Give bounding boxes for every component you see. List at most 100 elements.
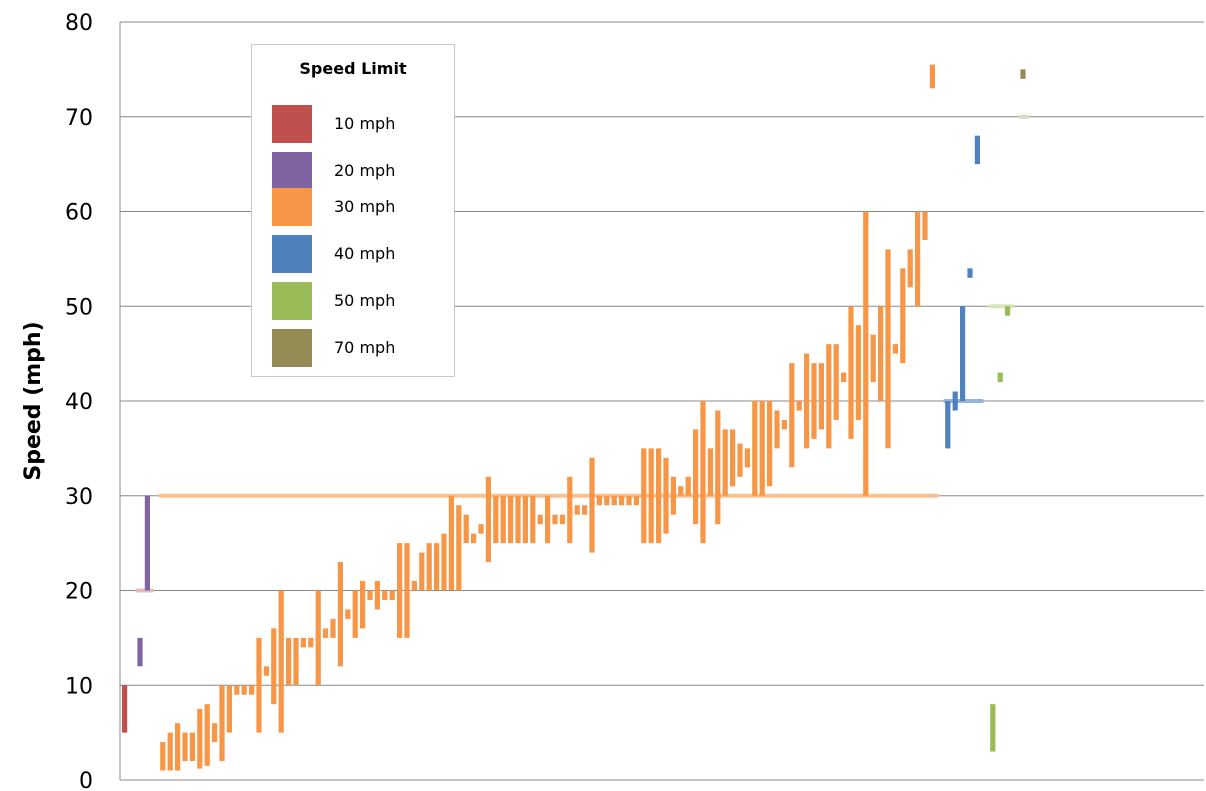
range-bar-20-mph (137, 637, 143, 667)
range-bar-30-mph (508, 495, 514, 544)
range-bar-30-mph (485, 476, 491, 563)
range-bar-30-mph (892, 344, 898, 354)
range-bar-30-mph (878, 306, 884, 401)
range-bar-30-mph (648, 448, 654, 544)
y-axis-title: Speed (mph) (21, 321, 46, 480)
range-bar-20-mph (144, 495, 150, 591)
range-bar-30-mph (855, 325, 861, 420)
y-tick-label: 10 (65, 674, 93, 699)
range-bar-30-mph (226, 685, 232, 733)
range-bar-30-mph (493, 495, 499, 544)
range-bar-30-mph (700, 401, 706, 544)
legend-label: 10 mph (334, 114, 396, 133)
range-bar-30-mph (234, 685, 240, 695)
range-bar-30-mph (730, 429, 736, 487)
range-bar-30-mph (278, 590, 284, 733)
range-bar-30-mph (197, 708, 203, 769)
range-bar-30-mph (374, 581, 380, 610)
legend-label: 70 mph (334, 338, 396, 357)
range-bar-30-mph (552, 514, 558, 525)
range-bar-30-mph (175, 723, 181, 771)
range-bar-30-mph (759, 401, 765, 496)
range-bar-30-mph (463, 514, 469, 544)
range-bar-30-mph (256, 637, 262, 733)
y-tick-label: 50 (65, 295, 93, 320)
range-bar-30-mph (567, 476, 573, 544)
range-bar-30-mph (471, 533, 477, 544)
range-bar-30-mph (619, 495, 625, 506)
range-bar-30-mph (337, 562, 343, 667)
y-tick-label: 40 (65, 390, 93, 415)
range-bar-30-mph (300, 637, 306, 648)
legend-label: 40 mph (334, 244, 396, 263)
range-bar-30-mph (870, 334, 876, 383)
speed-range-bars (122, 64, 1026, 771)
range-bar-30-mph (160, 742, 166, 771)
range-bar-30-mph (419, 552, 425, 591)
legend-swatch (272, 329, 312, 367)
legend-label: 50 mph (334, 291, 396, 310)
range-bar-30-mph (293, 637, 299, 686)
range-bar-30-mph (596, 495, 602, 506)
y-tick-label: 60 (65, 201, 93, 226)
range-bar-10-mph (122, 685, 128, 733)
legend-item-70-mph: 70 mph (272, 329, 452, 367)
range-bar-30-mph (641, 448, 647, 544)
range-bar-30-mph (315, 590, 321, 686)
range-bar-30-mph (863, 211, 869, 496)
range-bar-30-mph (678, 486, 684, 496)
range-bar-30-mph (522, 495, 528, 544)
range-bar-30-mph (382, 590, 388, 600)
range-bar-30-mph (167, 732, 173, 771)
range-bar-30-mph (212, 723, 218, 743)
range-bar-30-mph (633, 495, 639, 506)
range-bar-30-mph (589, 457, 595, 553)
range-bar-30-mph (241, 685, 247, 695)
range-bar-50-mph (1005, 306, 1011, 316)
range-bar-30-mph (286, 637, 292, 686)
range-bar-30-mph (715, 410, 721, 525)
legend-item-30-mph: 30 mph (272, 188, 452, 226)
range-bar-40-mph (974, 135, 980, 165)
range-bar-30-mph (774, 410, 780, 449)
legend: Speed Limit 10 mph 20 mph 30 mph 40 mph … (251, 44, 455, 377)
range-bar-30-mph (744, 448, 750, 468)
range-bar-50-mph (997, 372, 1003, 383)
range-bar-30-mph (411, 581, 417, 591)
legend-swatch (272, 282, 312, 320)
range-bar-30-mph (707, 448, 713, 496)
legend-item-10-mph: 10 mph (272, 105, 452, 143)
range-bar-40-mph (967, 268, 973, 278)
range-bar-30-mph (478, 524, 484, 534)
range-bar-30-mph (426, 543, 432, 591)
range-bar-30-mph (811, 363, 817, 439)
range-bar-30-mph (781, 419, 787, 430)
range-bar-40-mph (960, 306, 966, 401)
legend-item-40-mph: 40 mph (272, 235, 452, 273)
range-bar-30-mph (352, 590, 358, 638)
range-bar-30-mph (182, 732, 188, 762)
range-bar-30-mph (611, 495, 617, 506)
legend-label: 20 mph (334, 161, 396, 180)
range-bar-30-mph (737, 443, 743, 477)
legend-label: 30 mph (334, 197, 396, 216)
y-tick-label: 0 (79, 769, 93, 791)
y-tick-label: 20 (65, 580, 93, 605)
range-bar-30-mph (448, 495, 454, 591)
range-bar-30-mph (500, 495, 506, 544)
range-bar-30-mph (515, 495, 521, 544)
range-bar-30-mph (826, 344, 832, 449)
range-bar-30-mph (582, 505, 588, 515)
range-bar-30-mph (604, 495, 610, 506)
range-bar-40-mph (952, 391, 958, 411)
range-bar-30-mph (330, 618, 336, 638)
range-bar-40-mph (945, 401, 951, 449)
range-bar-30-mph (900, 268, 906, 364)
range-bar-30-mph (922, 211, 928, 240)
range-bar-30-mph (545, 495, 551, 544)
range-bar-30-mph (397, 543, 403, 638)
legend-item-50-mph: 50 mph (272, 282, 452, 320)
legend-swatch (272, 235, 312, 273)
range-bar-30-mph (323, 628, 329, 638)
range-bar-30-mph (389, 590, 395, 600)
